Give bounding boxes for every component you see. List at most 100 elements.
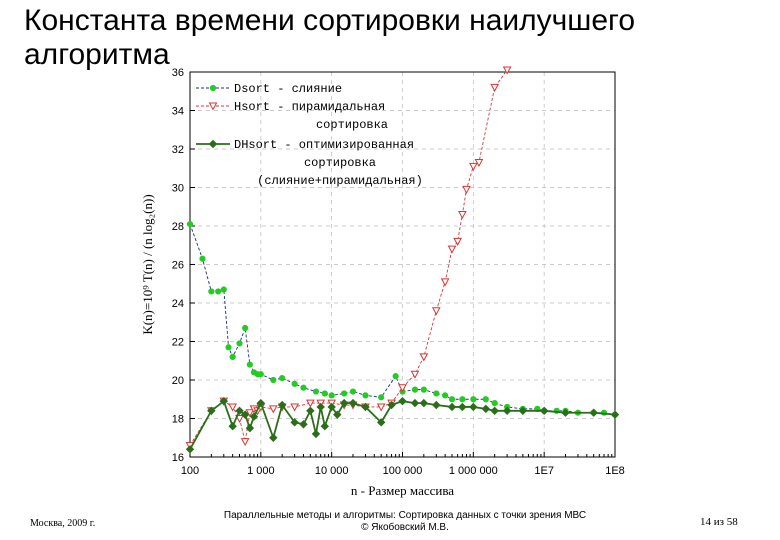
footer-center-line2: © Якобовский М.В. [361,522,449,533]
data-point [299,420,308,429]
legend-marker [208,139,218,149]
footer-center: Параллельные методы и алгоритмы: Сортиро… [210,510,600,534]
legend-label: Hsort - пирамидальная [234,100,385,114]
data-point [306,406,315,416]
data-point [561,408,570,417]
data-point [482,396,489,403]
y-axis-label: K(n)=10⁹ T(n) / (n log₂(n)) [140,194,155,334]
x-tick-label: 100 [181,465,199,477]
grid [189,71,616,458]
data-point [448,396,456,403]
data-point [502,66,512,75]
data-point [277,400,287,410]
data-point [235,406,244,416]
data-point [362,392,369,399]
x-tick-label: 1E7 [534,465,554,477]
data-point [291,380,298,387]
data-point [447,402,457,412]
data-point [419,353,429,362]
data-point [411,386,419,393]
data-point [447,245,457,254]
data-point [376,403,386,412]
data-point [491,400,498,407]
data-point [242,324,249,332]
y-tick-label: 24 [172,298,184,310]
y-tick-label: 36 [172,67,184,79]
data-point [433,390,440,397]
data-point [236,340,243,347]
x-tick-label: 1E8 [605,465,625,477]
data-point [269,433,278,442]
legend-marker [209,84,217,92]
data-point [321,390,328,397]
data-point [410,370,420,379]
data-point [328,392,335,399]
y-tick-label: 26 [172,260,184,272]
data-point [398,396,407,406]
data-point [442,392,449,399]
data-point [290,403,299,412]
x-tick-label: 1 000 [247,465,275,477]
data-point [361,402,370,412]
data-point [469,402,478,412]
data-point [349,388,357,395]
series-line [189,69,508,446]
data-point [490,406,499,416]
data-point [458,402,467,412]
y-tick-label: 20 [172,375,184,387]
data-point [268,405,278,414]
data-point [208,288,215,295]
data-point [378,394,385,401]
data-point [225,344,232,351]
data-point [235,415,244,424]
axes: 16 18 20 22 24 26 28 30 32 34 36 100 1 000 10 000 100 … [172,67,625,477]
legend-label: (слияние+пирамидальная) [257,174,423,188]
data-point [240,410,250,419]
data-point [220,286,227,293]
data-point [240,438,250,447]
data-point [462,185,471,194]
data-point [228,403,237,412]
footer-center-line1: Параллельные методы и алгоритмы: Сортиро… [223,510,587,521]
data-point [245,409,255,418]
data-point [432,400,441,410]
data-point [229,353,236,360]
data-point [219,396,229,406]
data-point [431,307,441,316]
x-axis-label: n - Размер массива [351,483,454,498]
y-tick-label: 18 [172,414,184,426]
data-point [333,410,342,419]
data-point [327,402,336,412]
data-point [610,410,620,419]
data-point [474,158,484,168]
data-point [300,384,307,391]
data-point [420,386,427,393]
data-point [518,406,528,416]
data-point [256,398,266,408]
data-point [459,396,466,403]
series-0 [186,220,619,418]
data-point [246,361,253,368]
data-point [539,406,549,416]
data-point [468,162,478,171]
data-point [341,390,348,397]
footer-right: 14 из 58 [700,516,738,528]
data-point [410,398,420,408]
data-point [257,371,264,378]
data-point [311,429,321,439]
data-point [316,402,325,412]
data-point [589,408,598,417]
data-point [470,396,477,403]
data-point [270,376,277,384]
data-point [481,404,491,414]
data-point [290,418,299,427]
data-point [215,288,222,295]
y-tick-label: 16 [172,452,184,464]
data-point [186,220,194,228]
x-tick-label: 100 000 [383,465,423,477]
data-point [320,421,330,431]
y-tick-label: 28 [172,221,184,233]
data-point [339,398,349,408]
series-2 [185,396,620,454]
